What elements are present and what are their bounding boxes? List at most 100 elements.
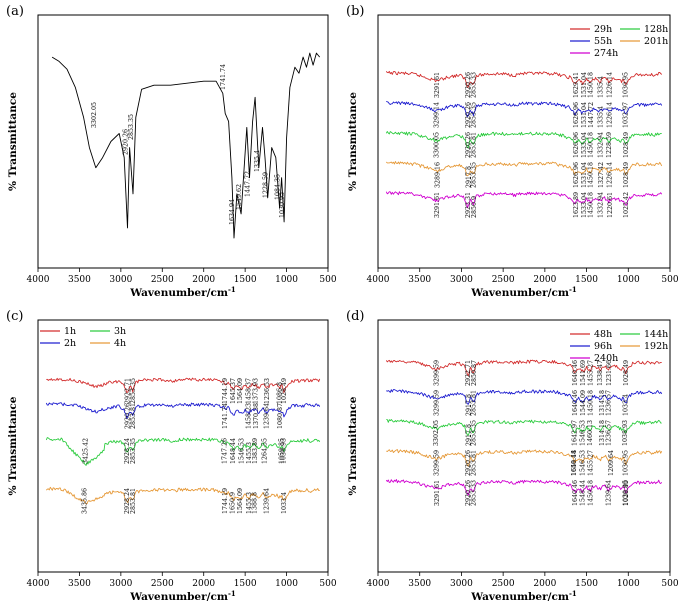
peak-label: 2928.24 [124,438,131,464]
x-tick-label: 2500 [492,579,515,589]
peak-label: 1038.93 [280,438,287,464]
peak-label: 1455.27 [587,450,594,476]
peak-label: 1450.18 [588,72,595,98]
series-line-3h [45,437,321,466]
peak-label: 1645.37 [230,378,237,404]
peak-label: 2853.81 [130,403,137,429]
peak-label: 1541.69 [580,360,587,386]
peak-label: 2922.71 [124,378,131,404]
x-tick-label: 3000 [109,275,132,285]
peak-label: 2853.81 [471,132,478,158]
peak-label: 1231.66 [606,360,613,386]
peak-label: 1236.57 [606,390,613,416]
peak-label: 1080.87 [277,403,284,429]
peak-label: 1370.38 [253,403,260,429]
peak-label: 1455.3 [246,492,253,514]
peak-label: 2853.35 [130,378,137,404]
peak-label: 1650.9 [230,492,237,514]
peak-label: 1629.41 [573,72,580,98]
peak-label: 1447.72 [588,102,595,128]
peak-label: 2922.71 [465,360,472,386]
peak-label: 1741.74 [220,64,227,90]
peak-label: 1634.94 [229,199,236,225]
plot-frame [37,319,329,573]
peak-label: 2917.8 [465,394,472,416]
peak-label: 1640.46 [572,360,579,386]
peak-label: 2853.33 [471,480,478,506]
peak-label: 3299.59 [433,450,440,476]
legend-label: 192h [644,341,668,352]
peak-label: 1650.18 [571,450,578,476]
x-tick-label: 1000 [617,275,640,285]
peak-label: 1450.18 [588,162,595,188]
peak-label: 3302.05 [433,420,440,446]
peak-label: 1455.27 [587,360,594,386]
peak-label: 1455.3 [246,442,253,464]
legend-label: 4h [114,338,126,349]
y-axis-title: % Transmittance [347,396,359,495]
peak-label: 2920.26 [465,132,472,158]
peak-label: 3291.61 [434,192,441,218]
x-tick-label: 4000 [27,579,50,589]
peak-label: 1030.95 [623,450,630,476]
peak-label: 1030.95 [623,480,630,506]
peak-label: 1335.4 [597,106,604,128]
x-axis-title-sup: -1 [228,285,236,294]
legend-label: 274h [594,48,618,59]
series-line-48h [385,359,662,377]
peak-label: 1028.49 [623,162,630,188]
peak-label: 1450.18 [588,480,595,506]
peak-label: 1239.64 [264,488,271,514]
peak-label: 1741.74 [222,403,229,429]
peak-label: 1531.04 [581,162,588,188]
legend-label: 3h [114,326,126,337]
peak-label: 1744.19 [222,488,229,514]
x-tick-label: 1500 [234,275,257,285]
plot-frame [37,14,329,269]
x-tick-label: 2500 [151,579,174,589]
x-tick-label: 1500 [575,579,598,589]
peak-label: 2920.26 [122,129,129,155]
peak-label: 1549.62 [236,184,243,210]
x-tick-label: 3500 [68,275,91,285]
legend-label: 55h [594,36,612,47]
peak-label: 1747.26 [222,438,229,464]
peak-label: 1028.49 [281,378,288,404]
peak-label: 2850.87 [471,360,478,386]
peak-label: 2853.35 [471,420,478,446]
peak-label: 1544.09 [580,390,587,416]
peak-label: 2853.35 [130,438,137,464]
peak-label: 1226.14 [606,162,613,188]
peak-label: 1531.04 [581,72,588,98]
peak-label: 1648.44 [571,450,578,476]
x-tick-label: 2000 [533,579,556,589]
x-tick-label: 3000 [109,579,132,589]
peak-label: 1458.37 [246,378,253,404]
x-axis-title-sup: -1 [569,285,577,294]
peak-label: 1450.18 [588,390,595,416]
legend-label: 240h [594,353,618,364]
series-line-128h [385,131,662,149]
x-tick-label: 2000 [192,275,215,285]
peak-label: 1447.72 [245,171,252,197]
peak-label: 1460.13 [587,420,594,446]
peak-label: 1332.94 [598,192,605,218]
series-line-sample [51,52,321,239]
y-axis-title: % Transmittance [7,92,19,191]
peak-label: 1335.4 [254,150,261,172]
x-tick-label: 1500 [575,275,598,285]
series-line-201h [385,161,663,177]
x-tick-label: 500 [319,579,336,589]
peak-label: 2853.35 [471,162,478,188]
legend-label: 48h [594,329,612,340]
x-tick-label: 1000 [617,579,640,589]
plot-frame [377,14,671,269]
peak-label: 3302.05 [91,102,98,128]
peak-label: 1327.42 [598,162,605,188]
series-line-1h [46,377,321,394]
peak-label: 1564.09 [237,378,244,404]
panel-label: (a) [6,4,24,19]
peak-label: 1531.04 [581,102,588,128]
legend-label: 201h [644,36,668,47]
